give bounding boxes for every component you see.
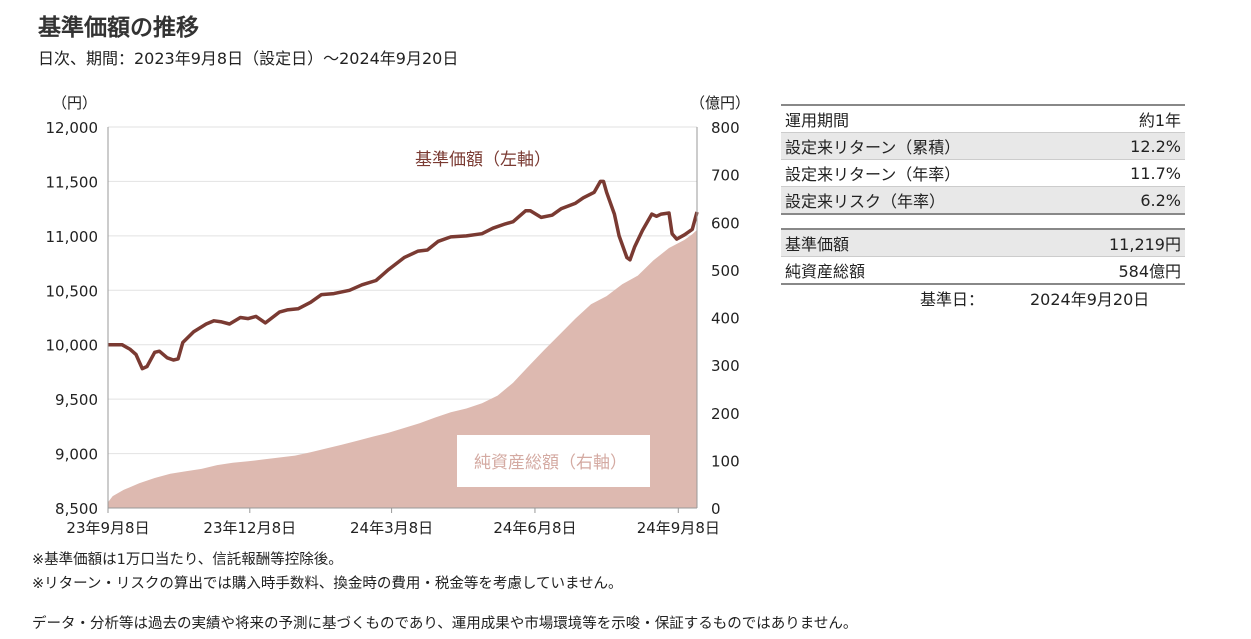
note-nav-basis: ※基準価額は1万口当たり、信託報酬等控除後。 [32,552,343,568]
x-tick-label: 24年9月8日 [637,519,720,537]
stats-label: 設定来リターン（年率） [781,159,1087,187]
disclaimer: データ・分析等は過去の実績や将来の予測に基づくものであり、運用成果や市場環境等を… [32,616,858,632]
stats-row: 設定来リターン（年率） 11.7% [781,159,1185,187]
x-tick-label: 24年3月8日 [350,519,433,537]
stats-value: 6.2% [1086,186,1185,214]
nav-line-layer [108,179,699,371]
page-subtitle: 日次、期間：2023年9月8日（設定日）～2024年9月20日 [38,49,459,68]
left-tick-label: 11,000 [46,228,99,246]
stats-value: 11,219円 [992,229,1185,257]
stats-value: 約1年 [1086,105,1185,133]
aum-series-label: 純資産総額（右軸） [474,453,627,473]
axes [107,127,698,513]
right-tick-label: 600 [711,214,740,232]
stats-label: 運用期間 [781,105,1087,133]
page-title: 基準価額の推移 [38,15,199,41]
x-tick-label: 24年6月8日 [493,519,576,537]
stats-value: 584億円 [1118,262,1181,281]
left-tick-label: 12,000 [46,119,99,137]
left-tick-label: 10,500 [46,282,99,300]
left-tick-label: 8,500 [55,500,98,518]
stats-row: 設定来リターン（累積） 12.2% [781,132,1185,160]
tick-labels: 12,000 11,500 11,000 10,500 10,000 9,500 9,000… [46,119,740,537]
right-tick-label: 300 [711,357,740,375]
left-tick-label: 9,000 [55,446,98,464]
x-tick-label: 23年9月8日 [66,519,149,537]
nav-stats-table: 基準価額 11,219円純資産総額 584億円 [781,228,1185,285]
right-tick-label: 400 [711,310,740,328]
left-axis-unit: （円） [52,94,97,112]
right-tick-label: 200 [711,405,740,423]
stats-label: 設定来リターン（累積） [781,132,1087,160]
stats-row: 運用期間 約1年 [781,105,1185,133]
base-date-value: 2024年9月20日 [1030,290,1150,309]
stats-row: 設定来リスク（年率） 6.2% [781,186,1185,214]
right-tick-label: 0 [711,500,721,518]
stats-row: 純資産総額 584億円 [781,257,1185,285]
right-tick-label: 700 [711,167,740,185]
stats-value: 12.2% [1086,132,1185,160]
base-date-label: 基準日： [920,290,985,309]
nav-series-label: 基準価額（左軸） [415,150,551,170]
left-tick-label: 11,500 [46,173,99,191]
stats-value: 11.7% [1086,159,1185,187]
right-tick-label: 500 [711,262,740,280]
right-tick-label: 100 [711,452,740,470]
stats-label: 純資産総額 [785,262,866,281]
stats-row: 基準価額 11,219円 [781,229,1185,257]
left-tick-label: 9,500 [55,391,98,409]
note-return-risk: ※リターン・リスクの算出では購入時手数料、換金時の費用・税金等を考慮していません… [32,576,623,592]
stats-label: 設定来リスク（年率） [781,186,1087,214]
stats-label: 基準価額 [781,229,993,257]
performance-stats-table: 運用期間 約1年 設定来リターン（累積） 12.2% 設定来リターン（年率） 11.7% 設… [781,104,1185,215]
right-tick-label: 800 [711,119,740,137]
left-tick-label: 10,000 [46,337,99,355]
aum-label-box [457,435,650,487]
nav-line [108,179,699,371]
right-axis-unit: （億円） [690,94,750,112]
x-tick-label: 23年12月8日 [203,519,296,537]
